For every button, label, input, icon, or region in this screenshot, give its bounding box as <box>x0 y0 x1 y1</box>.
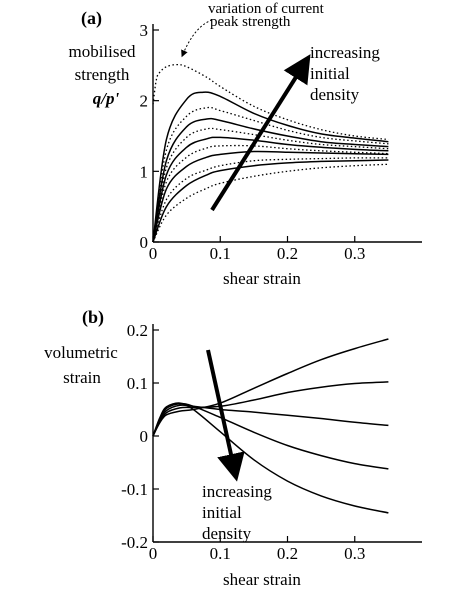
chart-a-series-solid-5 <box>152 91 389 243</box>
chart-a-peak-text-line2: peak strength <box>210 14 291 30</box>
chart-b-x-tick-label: 0.3 <box>344 544 365 563</box>
chart-a-y-tick-label: 2 <box>140 92 149 111</box>
chart-b-y-tick-label: -0.2 <box>121 533 148 552</box>
chart-a-series-dotted-6 <box>152 163 389 243</box>
chart-a-series-dotted-10 <box>152 106 389 243</box>
chart-b-ylabel-line2: strain <box>63 368 101 387</box>
chart-b-x-tick-label: 0.1 <box>210 544 231 563</box>
chart-b-trend-text-line1: increasing <box>202 482 272 501</box>
chart-a-series-dotted-9 <box>152 127 389 243</box>
chart-a-series-dotted-11 <box>152 63 389 141</box>
chart-b-y-tick-label: 0.1 <box>127 374 148 393</box>
chart-a-y-tick-label: 1 <box>140 162 149 181</box>
chart-a: (a) mobilised strength q/p' variation of… <box>68 1 422 288</box>
chart-b-y-tick-label: 0 <box>140 427 149 446</box>
chart-b-y-tick-label: 0.2 <box>127 321 148 340</box>
chart-a-x-tick-label: 0.3 <box>344 244 365 263</box>
panel-b-label: (b) <box>82 307 104 328</box>
chart-b-axes: 0 0.1 0.2 0.3 -0.2 -0.1 0 0.1 0.2 <box>121 321 422 563</box>
chart-a-y-tick-label: 0 <box>140 233 149 252</box>
chart-a-ylabel-line1: mobilised <box>68 42 136 61</box>
chart-b-series-solid-5 <box>152 402 389 514</box>
chart-a-y-tick-label: 3 <box>140 21 149 40</box>
chart-a-peak-text-line1: variation of current <box>208 1 325 17</box>
chart-a-series-solid-2 <box>152 150 389 243</box>
chart-a-series-solid-1 <box>152 159 389 243</box>
chart-b-ylabel-line1: volumetric <box>44 343 118 362</box>
chart-b: (b) volumetric strain increasing initial… <box>44 307 422 589</box>
panel-a-label: (a) <box>81 8 102 29</box>
chart-b-series-solid-4 <box>152 402 389 470</box>
chart-a-series-dotted-8 <box>152 144 389 243</box>
chart-b-trend-text-line2: initial <box>202 503 242 522</box>
chart-b-series-solid-3 <box>152 404 389 437</box>
chart-a-xlabel: shear strain <box>223 269 301 288</box>
chart-b-y-tick-label: -0.1 <box>121 480 148 499</box>
chart-a-trend-text-line1: increasing <box>310 43 380 62</box>
chart-b-plot: 0 0.1 0.2 0.3 -0.2 -0.1 0 0.1 0.2 <box>121 321 422 563</box>
chart-b-ylabel: volumetric strain <box>44 343 118 387</box>
chart-a-ylabel-line3: q/p' <box>93 89 120 108</box>
chart-b-series-solid-1 <box>152 338 389 437</box>
chart-a-series-group <box>152 63 389 243</box>
chart-a-trend-arrow <box>210 54 311 212</box>
chart-a-peak-pointer <box>181 19 213 58</box>
chart-a-peak-annotation: variation of current peak strength <box>181 1 325 58</box>
chart-a-ylabel-line2: strength <box>75 65 130 84</box>
chart-a-series-solid-4 <box>152 117 389 243</box>
chart-a-x-tick-label: 0.1 <box>210 244 231 263</box>
chart-a-series-solid-3 <box>152 136 389 243</box>
chart-a-ylabel: mobilised strength q/p' <box>68 42 136 108</box>
chart-b-trend-text-line3: density <box>202 524 252 543</box>
chart-a-x-tick-label: 0.2 <box>277 244 298 263</box>
chart-a-trend-text-line3: density <box>310 85 360 104</box>
chart-a-axes: 0 0.1 0.2 0.3 0 1 2 3 <box>140 21 422 263</box>
chart-a-x-tick-label: 0 <box>149 244 158 263</box>
chart-a-trend-annotation: increasing initial density <box>210 43 380 212</box>
chart-b-x-tick-label: 0.2 <box>277 544 298 563</box>
chart-a-trend-text-line2: initial <box>310 64 350 83</box>
chart-b-series-solid-2 <box>152 381 389 437</box>
chart-b-series-group <box>152 338 389 514</box>
chart-b-x-tick-label: 0 <box>149 544 158 563</box>
chart-b-xlabel: shear strain <box>223 570 301 589</box>
chart-a-plot: 0 0.1 0.2 0.3 0 1 2 3 <box>140 21 422 263</box>
chart-a-series-dotted-7 <box>152 157 389 243</box>
